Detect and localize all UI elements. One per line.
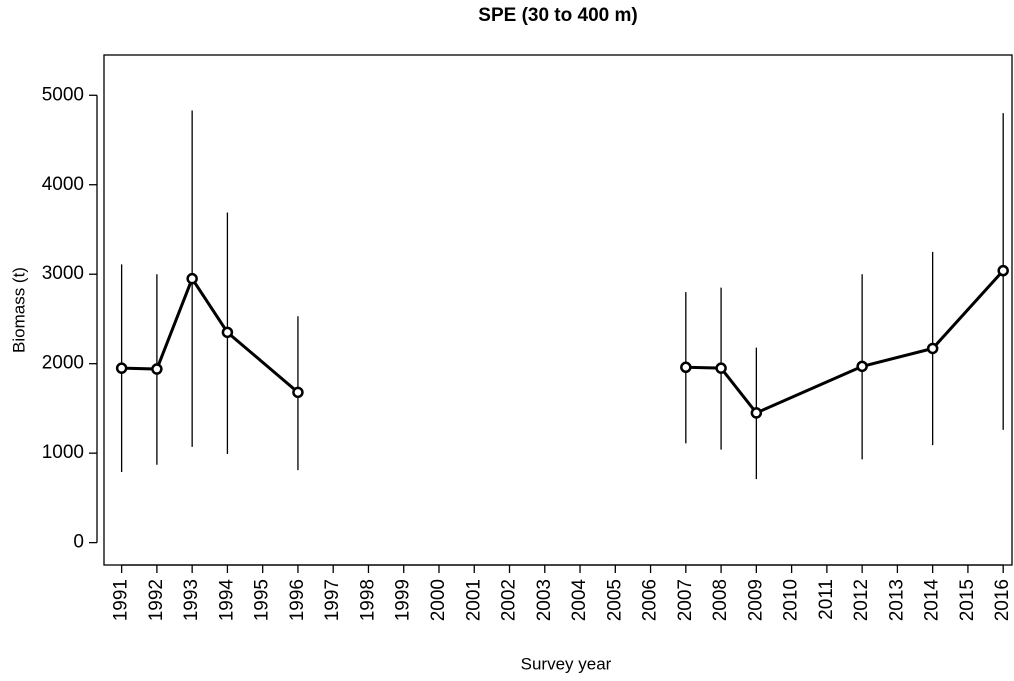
x-tick-label: 2015: [957, 579, 978, 621]
x-tick-label: 2016: [992, 579, 1013, 621]
y-axis-label: Biomass (t): [9, 267, 28, 353]
x-tick-label: 1992: [146, 579, 167, 621]
x-tick-label: 1991: [111, 579, 132, 621]
x-tick-label: 2008: [710, 579, 731, 621]
y-tick-label: 0: [73, 532, 84, 553]
x-tick-label: 2012: [851, 579, 872, 621]
plot-frame: [103, 54, 1013, 566]
x-tick-label: 1998: [357, 579, 378, 621]
x-tick-label: 2011: [816, 579, 837, 620]
y-tick-label: 1000: [42, 442, 84, 463]
chart-title: SPE (30 to 400 m): [478, 5, 637, 26]
data-point: [151, 363, 163, 375]
data-point: [715, 362, 727, 374]
data-point: [292, 386, 304, 399]
y-tick-label: 3000: [42, 263, 84, 284]
data-point: [926, 342, 939, 355]
x-tick-label: 1996: [287, 579, 308, 621]
y-tick-label: 2000: [42, 353, 84, 374]
x-tick-label: 2009: [745, 579, 766, 621]
x-tick-label: 1995: [252, 579, 273, 621]
x-axis-label: Survey year: [521, 654, 612, 673]
data-point: [750, 407, 763, 419]
x-tick-label: 2004: [569, 579, 590, 622]
x-tick-label: 2007: [675, 579, 696, 621]
series-line: [121, 269, 1005, 415]
x-tick-label: 2010: [781, 579, 802, 621]
x-tick-label: 2005: [604, 579, 625, 621]
x-tick-label: 2014: [922, 579, 943, 622]
data-point: [997, 264, 1009, 277]
x-tick-label: 2002: [499, 579, 520, 621]
data-point: [186, 272, 198, 285]
x-tick-label: 1994: [216, 579, 237, 622]
x-tick-label: 2006: [640, 579, 661, 621]
x-tick-label: 1993: [181, 579, 202, 621]
x-tick-label: 2000: [428, 579, 449, 621]
x-tick-label: 2003: [534, 579, 555, 621]
x-tick-label: 2013: [886, 579, 907, 621]
x-tick-label: 2001: [463, 579, 484, 621]
data-point: [856, 360, 868, 373]
x-tick-label: 1997: [322, 579, 343, 621]
data-point: [221, 326, 234, 339]
data-point: [680, 361, 692, 374]
data-point: [115, 362, 128, 374]
y-tick-label: 4000: [42, 174, 84, 195]
x-tick-label: 1999: [393, 579, 414, 621]
y-tick-label: 5000: [42, 84, 84, 105]
